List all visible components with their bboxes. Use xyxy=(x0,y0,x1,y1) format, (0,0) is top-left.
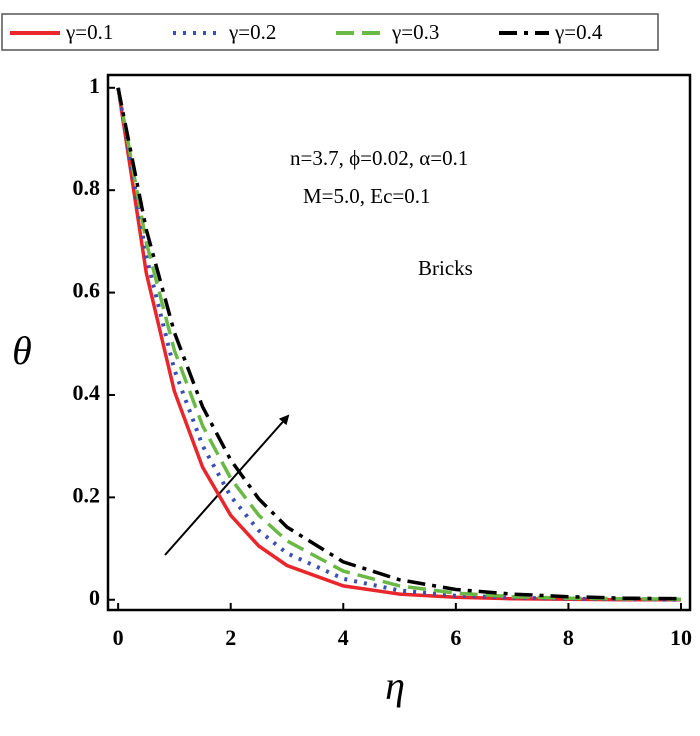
legend-label: γ=0.2 xyxy=(228,20,276,44)
arrow xyxy=(164,414,290,556)
y-tick-label: 0 xyxy=(89,585,100,610)
legend-label: γ=0.1 xyxy=(65,20,113,44)
y-tick-label: 1 xyxy=(89,73,100,98)
series-line xyxy=(116,87,682,602)
y-tick-label: 0.4 xyxy=(73,380,101,405)
plot-frame xyxy=(106,73,692,612)
x-tick-label: 2 xyxy=(225,625,236,650)
y-axis-label: θ xyxy=(12,328,32,373)
legend-box xyxy=(1,13,659,51)
legend-label: γ=0.3 xyxy=(391,20,439,44)
x-axis-label: η xyxy=(385,663,405,708)
annotation: n=3.7, ϕ=0.02, α=0.1 xyxy=(290,146,468,170)
x-tick-label: 4 xyxy=(338,625,349,650)
series-line xyxy=(116,87,682,601)
x-tick-label: 6 xyxy=(450,625,461,650)
y-tick-label: 0.8 xyxy=(73,175,101,200)
x-tick-label: 8 xyxy=(563,625,574,650)
legend-label: γ=0.4 xyxy=(554,20,603,44)
series-line xyxy=(116,87,681,602)
annotation: M=5.0, Ec=0.1 xyxy=(303,184,431,208)
y-tick-label: 0.2 xyxy=(73,482,101,507)
annotation: Bricks xyxy=(418,256,473,280)
y-tick-label: 0.6 xyxy=(73,278,101,303)
x-tick-label: 0 xyxy=(113,625,124,650)
x-tick-label: 10 xyxy=(670,625,692,650)
series-line xyxy=(116,87,682,601)
